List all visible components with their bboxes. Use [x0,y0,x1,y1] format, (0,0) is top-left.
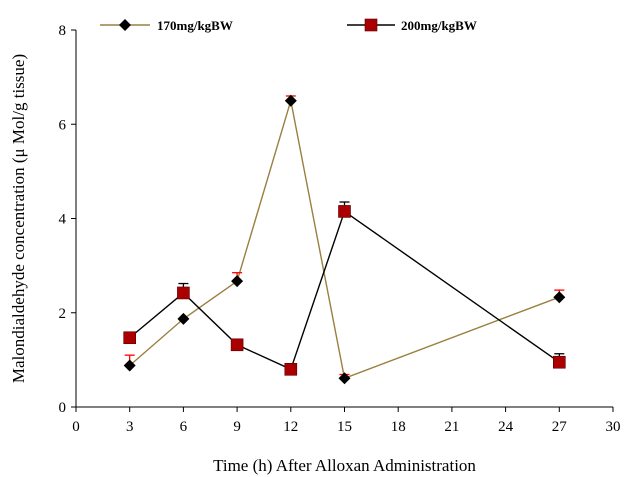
legend: 170mg/kgBW 200mg/kgBW [100,18,477,33]
series-line [129,210,560,371]
legend-marker-square [364,18,378,32]
x-tick-label: 9 [233,419,241,435]
x-tick-label: 30 [606,419,621,435]
legend-item-2: 200mg/kgBW [347,18,477,33]
series-2 [123,201,566,376]
x-axis-title: Time (h) After Alloxan Administration [213,456,476,475]
data-point-square [230,338,244,352]
data-point-square [284,362,298,376]
y-tick-label: 0 [59,400,67,416]
legend-item-1: 170mg/kgBW [100,18,233,33]
x-tick-label: 27 [552,419,568,435]
data-point-diamond [553,291,566,304]
y-tick-label: 8 [59,23,67,39]
x-tick-label: 24 [498,419,514,435]
x-tick-label: 12 [283,419,298,435]
x-tick-label: 6 [180,419,188,435]
axes [75,30,613,408]
data-point-diamond [338,372,351,385]
series-layer [123,94,566,385]
y-tick-label: 2 [59,306,67,322]
y-axis-title: Malondialdehyde concentration (μ Mol/g t… [9,54,28,383]
data-point-square [123,331,136,345]
data-point-diamond [284,94,297,107]
data-point-square [177,286,190,300]
x-tick-label: 15 [337,419,352,435]
data-point-square [552,355,566,369]
data-point-diamond [231,275,244,288]
x-tick-label: 0 [72,419,80,435]
x-tick-label: 3 [126,419,134,435]
legend-label: 170mg/kgBW [157,18,233,33]
series-line [129,100,560,380]
data-point-square [338,205,351,218]
legend-marker-diamond [119,19,131,31]
series-1 [123,94,566,385]
legend-label: 200mg/kgBW [401,18,477,33]
x-tick-label: 21 [444,419,459,435]
x-tick-label: 18 [391,419,406,435]
y-ticks: 0 2 4 6 8 [59,23,76,416]
data-point-diamond [177,312,190,325]
x-ticks: 0 3 6 9 12 15 18 21 24 27 30 [72,407,621,435]
data-point-diamond [123,359,136,372]
y-tick-label: 6 [59,117,67,133]
y-tick-label: 4 [59,212,67,228]
